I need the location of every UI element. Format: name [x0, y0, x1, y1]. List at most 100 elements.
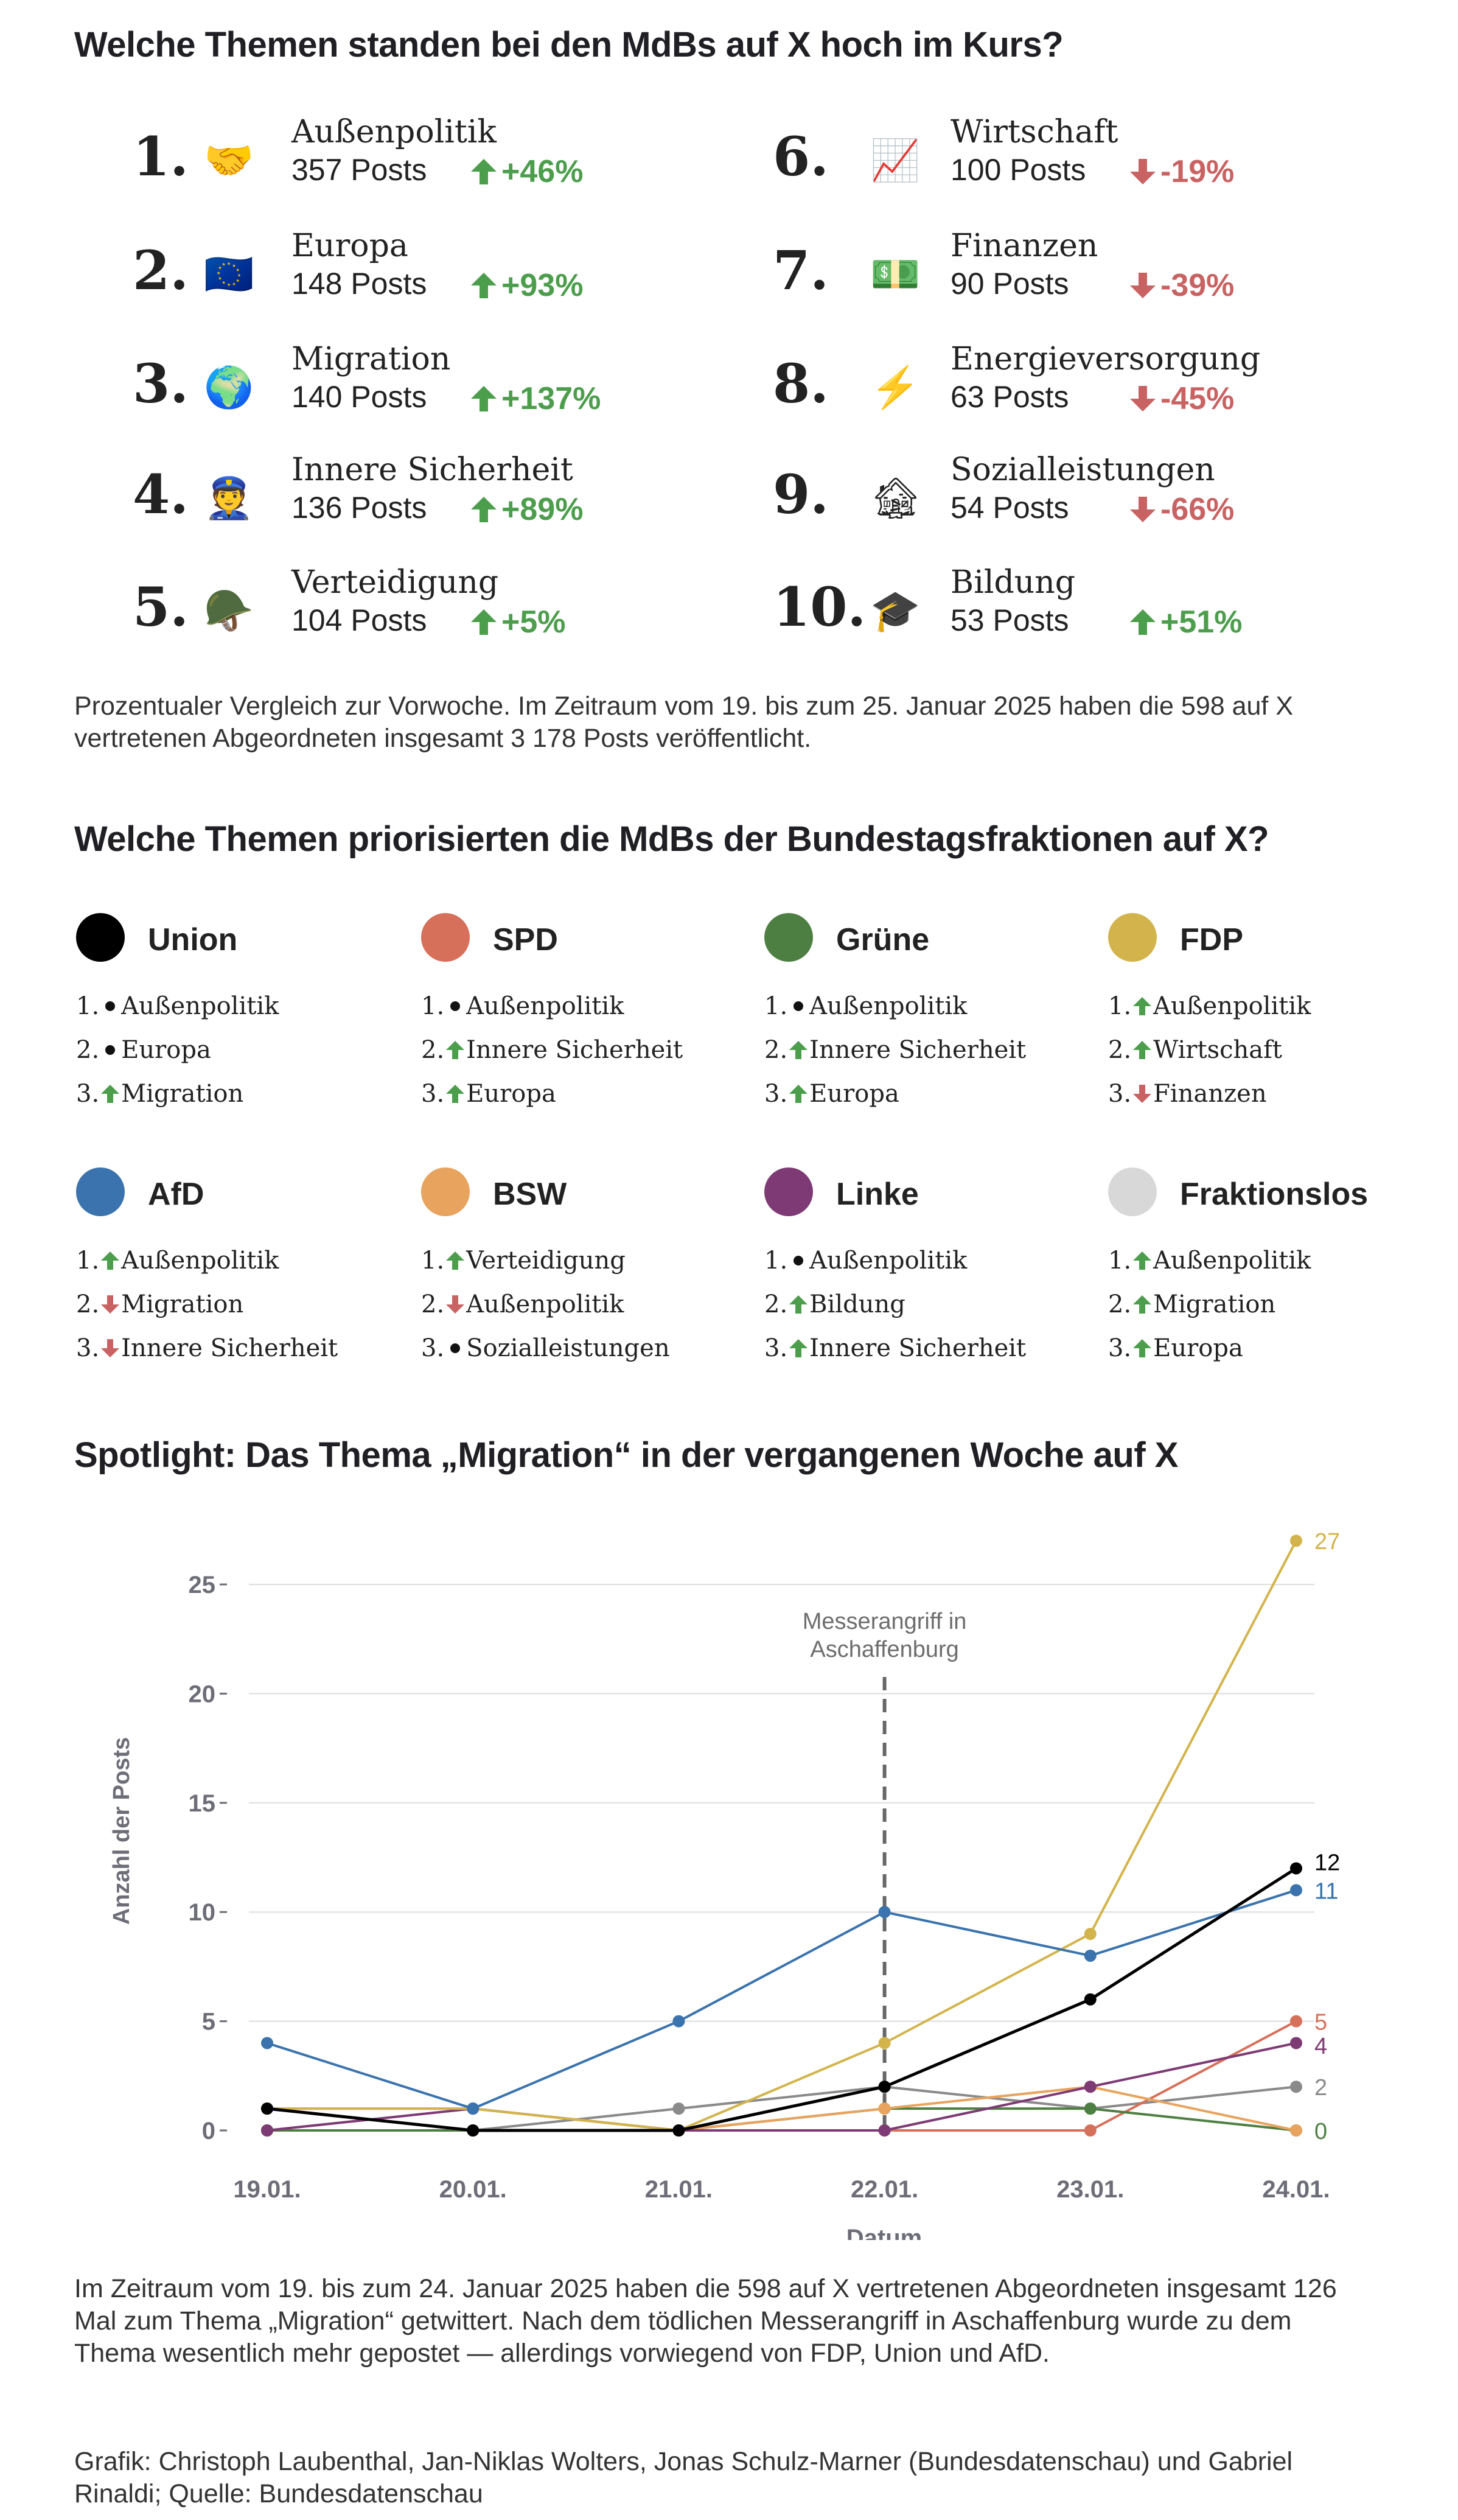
post-count: 104 Posts [291, 603, 427, 637]
arrow-down-icon [101, 1339, 120, 1357]
party-topic-item: 1. Außenpolitik [764, 1247, 968, 1275]
party-topic-item: 2. Migration [1108, 1290, 1276, 1318]
change-percent: -39% [1130, 267, 1234, 304]
unchanged-dot-icon [794, 1001, 804, 1011]
arrow-up-icon [1133, 1295, 1152, 1314]
party-topic-item: 3. Innere Sicherheit [76, 1334, 338, 1362]
topic-name: Verteidigung [291, 564, 499, 601]
arrow-up-icon [101, 1085, 120, 1103]
rank-number: 9. [773, 463, 829, 526]
credits: Grafik: Christoph Laubenthal, Jan-Niklas… [74, 2447, 1293, 2508]
party-topic-item: 3. Europa [421, 1080, 556, 1108]
party-name: FDP [1180, 922, 1243, 957]
y-tick-label: 25 [189, 1572, 216, 1598]
graduation-cap-icon: 🎓 [870, 588, 921, 633]
unchanged-dot-icon [794, 1256, 804, 1265]
data-point-linke [878, 2124, 891, 2137]
arrow-up-icon [1133, 1339, 1152, 1357]
data-point-linke [1084, 2081, 1097, 2093]
arrow-up-icon [101, 1251, 120, 1270]
arrow-up-icon [446, 1251, 465, 1270]
post-count: 53 Posts [950, 603, 1069, 637]
party-color-dot [76, 1167, 125, 1216]
data-point-fdp [878, 2037, 891, 2049]
party-topic-item: 1. Außenpolitik [421, 992, 624, 1020]
party-topic-item: 2. Innere Sicherheit [764, 1036, 1027, 1064]
eu-flag-icon: 🇪🇺 [204, 251, 254, 296]
party-color-dot [1108, 913, 1157, 962]
arrow-up-icon [1130, 609, 1156, 635]
topic-name: Finanzen [950, 228, 1098, 264]
topic-name: Innere Sicherheit [291, 452, 573, 488]
post-count: 54 Posts [950, 491, 1069, 525]
arrow-down-icon [446, 1295, 465, 1314]
section1-title: Welche Themen standen bei den MdBs auf X… [74, 25, 1064, 65]
party-name: Union [148, 922, 238, 957]
party-color-dot [421, 1167, 470, 1216]
post-count: 148 Posts [291, 267, 427, 301]
arrow-down-icon [1130, 273, 1156, 298]
party-topic-item: 3. Innere Sicherheit [764, 1334, 1027, 1362]
arrow-up-icon [446, 1041, 465, 1059]
post-count: 136 Posts [291, 491, 427, 525]
series-line-afd [267, 1889, 1297, 2110]
party-color-dot [764, 1167, 813, 1216]
y-tick-label: 20 [189, 1681, 216, 1707]
data-point-afd [467, 2102, 480, 2115]
post-count: 357 Posts [291, 153, 427, 187]
data-point-bsw [878, 2102, 891, 2115]
party-color-dot [764, 913, 813, 962]
arrow-up-icon [471, 159, 497, 184]
arrow-up-icon [789, 1041, 808, 1059]
data-point-grüne [1084, 2102, 1097, 2115]
data-point-fdp [1290, 1535, 1302, 1547]
y-axis-title: Anzahl der Posts [109, 1737, 134, 1925]
arrow-down-icon [101, 1295, 120, 1314]
party-color-dot [76, 913, 125, 962]
derelict-house-icon: 🏚 [870, 475, 921, 520]
party-topic-item: 3. Europa [1108, 1334, 1243, 1362]
change-percent: +46% [471, 153, 583, 190]
post-count: 90 Posts [950, 267, 1069, 301]
data-point-union [878, 2081, 891, 2093]
post-count: 63 Posts [950, 380, 1069, 414]
data-point-afd [672, 2015, 685, 2028]
x-tick-label: 22.01. [851, 2176, 918, 2203]
change-percent: +51% [1130, 604, 1242, 640]
end-value-label: 4 [1314, 2034, 1327, 2059]
party-topic-item: 2. Innere Sicherheit [421, 1036, 683, 1064]
change-percent: +5% [471, 604, 566, 640]
arrow-down-icon [1130, 159, 1156, 184]
arrow-up-icon [789, 1295, 808, 1314]
police-officer-icon: 👮 [204, 475, 254, 520]
topic-name: Außenpolitik [291, 114, 497, 150]
rank-number: 4. [133, 463, 189, 526]
end-value-label: 0 [1314, 2119, 1327, 2144]
arrow-up-icon [471, 609, 497, 635]
party-topic-item: 3. Finanzen [1108, 1080, 1267, 1108]
data-point-fdp [1084, 1928, 1097, 1941]
party-topic-item: 3. Sozialleistungen [421, 1334, 670, 1362]
party-name: BSW [493, 1177, 567, 1212]
data-point-spd [1290, 2015, 1302, 2028]
end-value-label: 2 [1314, 2075, 1327, 2101]
party-topic-item: 1. Verteidigung [421, 1247, 626, 1275]
topic-name: Energieversorgung [950, 341, 1261, 377]
change-percent: +89% [471, 491, 583, 528]
y-tick-label: 15 [189, 1790, 216, 1817]
data-point-union [1290, 1862, 1302, 1875]
y-tick-label: 0 [202, 2118, 215, 2144]
party-name: SPD [493, 922, 558, 957]
arrow-up-icon [789, 1339, 808, 1357]
arrow-up-icon [471, 273, 497, 298]
arrow-up-icon [1133, 997, 1152, 1015]
party-name: Grüne [836, 922, 930, 957]
data-point-afd [1290, 1884, 1302, 1897]
data-point-fraktionslos [1290, 2081, 1302, 2093]
globe-icon: 🌍 [204, 365, 254, 410]
change-percent: +137% [471, 380, 601, 417]
party-topic-item: 1. Außenpolitik [1108, 992, 1311, 1020]
rank-number: 2. [133, 239, 189, 302]
change-percent: -19% [1130, 153, 1234, 190]
data-point-union [261, 2102, 273, 2115]
